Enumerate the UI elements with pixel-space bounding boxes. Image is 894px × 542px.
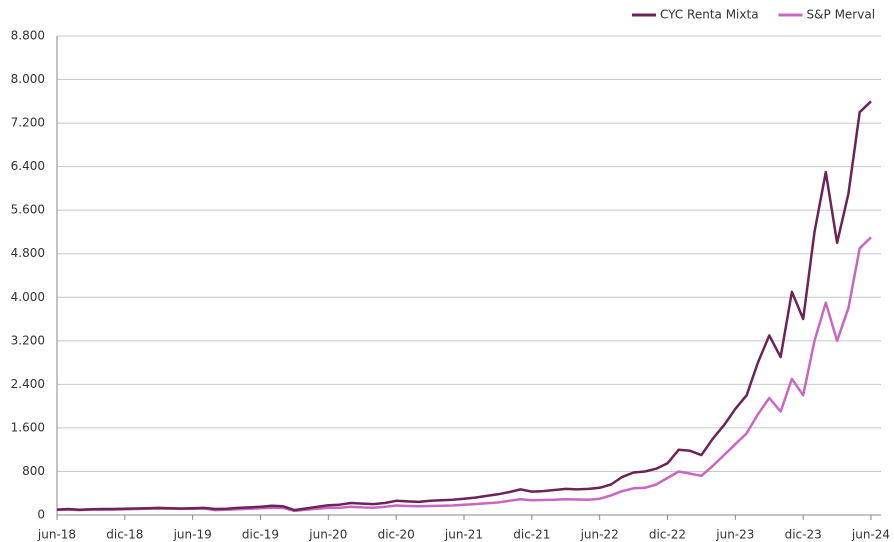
x-tick-label: dic-21 bbox=[513, 528, 550, 542]
legend-label: CYC Renta Mixta bbox=[660, 8, 759, 22]
x-tick-label: jun-24 bbox=[851, 528, 890, 542]
x-tick-label: jun-22 bbox=[580, 528, 619, 542]
y-tick-label: 4.800 bbox=[11, 246, 45, 260]
y-tick-label: 8.000 bbox=[11, 72, 45, 86]
series-line bbox=[56, 100, 872, 512]
y-tick-label: 6.400 bbox=[11, 159, 45, 173]
y-tick-label: 5.600 bbox=[11, 203, 45, 217]
y-tick-label: 3.200 bbox=[11, 333, 45, 347]
legend-label: S&P Merval bbox=[807, 8, 875, 22]
y-tick-label: 4.000 bbox=[11, 290, 45, 304]
y-tick-label: 2.400 bbox=[11, 377, 45, 391]
x-tick-label: dic-20 bbox=[378, 528, 415, 542]
y-tick-label: 7.200 bbox=[11, 116, 45, 130]
x-tick-label: jun-20 bbox=[308, 528, 347, 542]
x-tick-label: jun-18 bbox=[37, 528, 76, 542]
y-tick-label: 1.600 bbox=[11, 420, 45, 434]
x-tick-label: jun-21 bbox=[444, 528, 483, 542]
y-tick-label: 800 bbox=[22, 464, 45, 478]
x-tick-label: jun-19 bbox=[173, 528, 212, 542]
x-tick-label: jun-23 bbox=[715, 528, 754, 542]
x-tick-label: dic-23 bbox=[785, 528, 822, 542]
y-tick-label: 0 bbox=[37, 508, 45, 522]
y-tick-label: 8.800 bbox=[11, 29, 45, 43]
x-tick-label: dic-18 bbox=[106, 528, 143, 542]
x-tick-label: dic-22 bbox=[649, 528, 686, 542]
series-line bbox=[56, 236, 872, 513]
x-tick-label: dic-19 bbox=[242, 528, 279, 542]
